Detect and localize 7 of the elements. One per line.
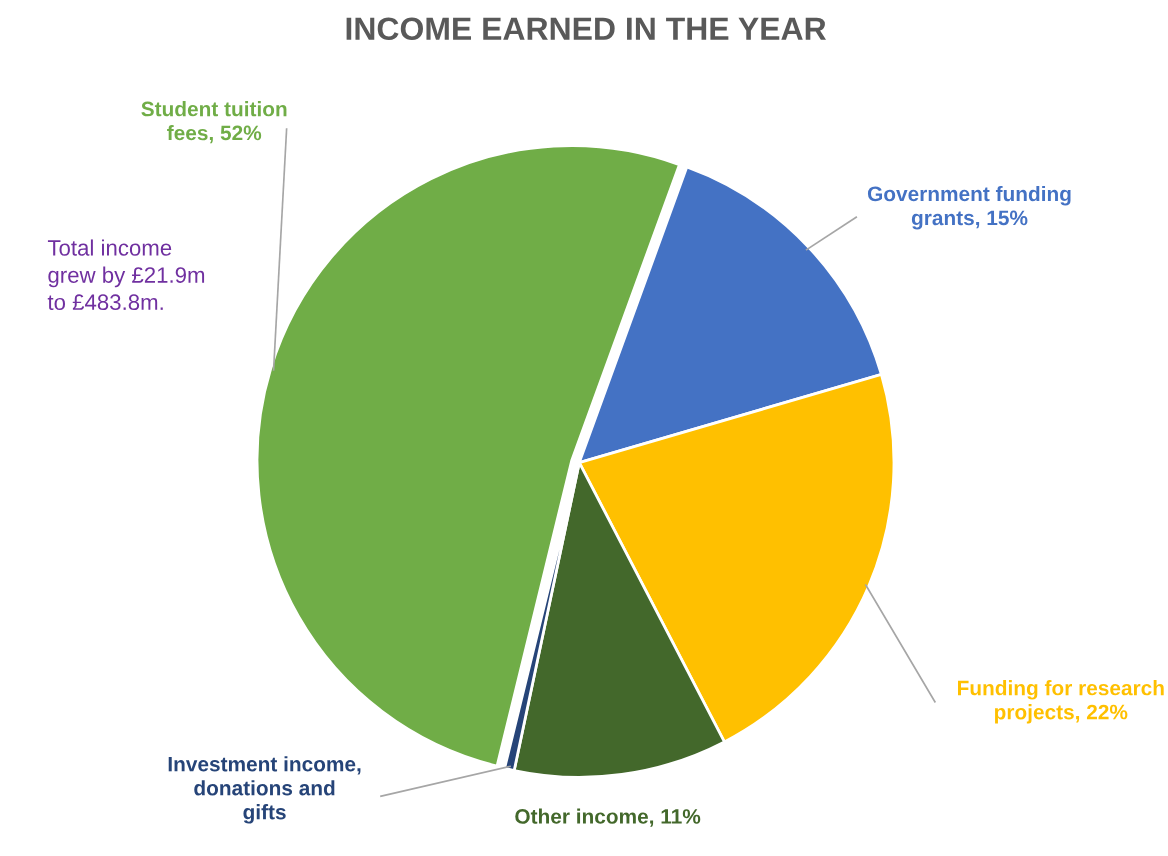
slice-label: Other income, 11%: [515, 808, 701, 827]
text: Total income grew by £21.9m to £483.8m.: [47, 239, 205, 311]
slice-label: Funding for research projects, 22%: [958, 680, 1164, 724]
slice-label: Government funding grants, 15%: [867, 185, 1071, 230]
chart-title: INCOME EARNED IN THE YEAR: [346, 17, 827, 41]
slice-label: Student tuition fees, 52%: [141, 101, 287, 144]
slice-label: Investment income, donations and gifts: [168, 756, 361, 824]
